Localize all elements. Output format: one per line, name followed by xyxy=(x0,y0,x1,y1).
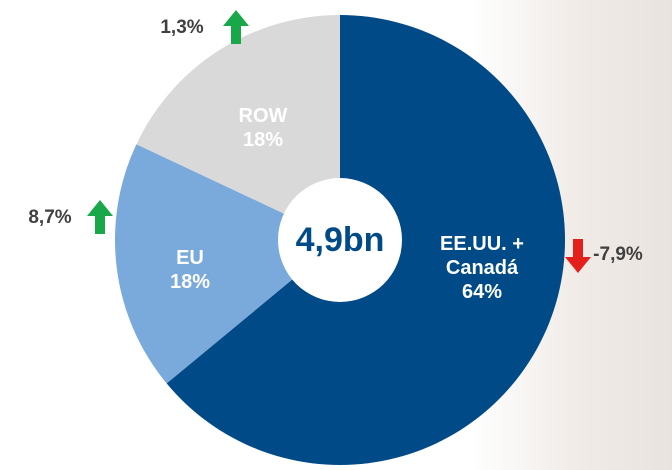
value-label: 64% xyxy=(461,281,503,303)
category-name: EE.UU. + Canadá xyxy=(440,233,524,279)
change-label: 1,3% xyxy=(160,17,203,38)
change-label: -7,9% xyxy=(593,244,643,265)
change-label: 8,7% xyxy=(28,207,71,228)
pie-slice xyxy=(115,144,340,384)
center-label: 4,9bn xyxy=(296,221,385,259)
value-label: 18% xyxy=(242,129,284,151)
change-arrow xyxy=(565,239,591,273)
slice-label: EE.UU. + Canadá 64% xyxy=(422,232,542,304)
category-name: EU xyxy=(176,247,204,269)
category-name: ROW xyxy=(238,105,288,127)
slice-label: ROW 18% xyxy=(203,104,323,152)
value-label: 18% xyxy=(169,271,211,293)
change-arrow xyxy=(223,10,249,44)
change-arrow xyxy=(87,200,113,234)
pie-slice xyxy=(136,15,340,240)
slice-label: EU 18% xyxy=(130,246,250,294)
donut-hole xyxy=(278,178,402,302)
